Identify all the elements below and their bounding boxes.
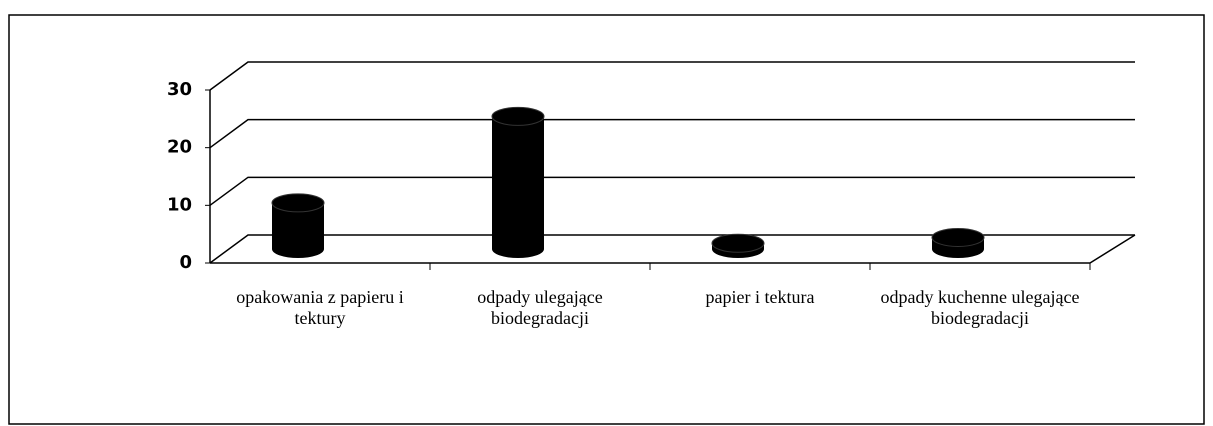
bar-top — [711, 233, 765, 253]
bar-top — [931, 227, 985, 247]
x-tick-label: odpady kuchenne ulegające biodegradacji — [880, 287, 1080, 328]
y-tick-label: 20 — [167, 137, 192, 158]
grid-line — [209, 61, 1135, 91]
bar-top — [491, 106, 545, 126]
bar — [492, 116, 544, 249]
y-tick-label: 0 — [179, 252, 192, 273]
grid-line — [209, 118, 1135, 149]
grid-line — [209, 176, 1135, 206]
floor-edge — [210, 234, 1136, 264]
frame — [8, 14, 1205, 425]
bar-bottom — [492, 240, 544, 258]
grid-line — [209, 234, 1135, 264]
y-tick-label: 10 — [167, 194, 192, 215]
x-tick-label: papier i tektura — [705, 287, 815, 307]
bar-bottom — [272, 240, 324, 258]
x-tick-label: opakowania z papieru i tektury — [236, 287, 404, 328]
x-tick-label: odpady ulegające biodegradacji — [477, 287, 603, 328]
y-tick-label: 30 — [167, 79, 192, 100]
bar-top — [271, 193, 325, 213]
